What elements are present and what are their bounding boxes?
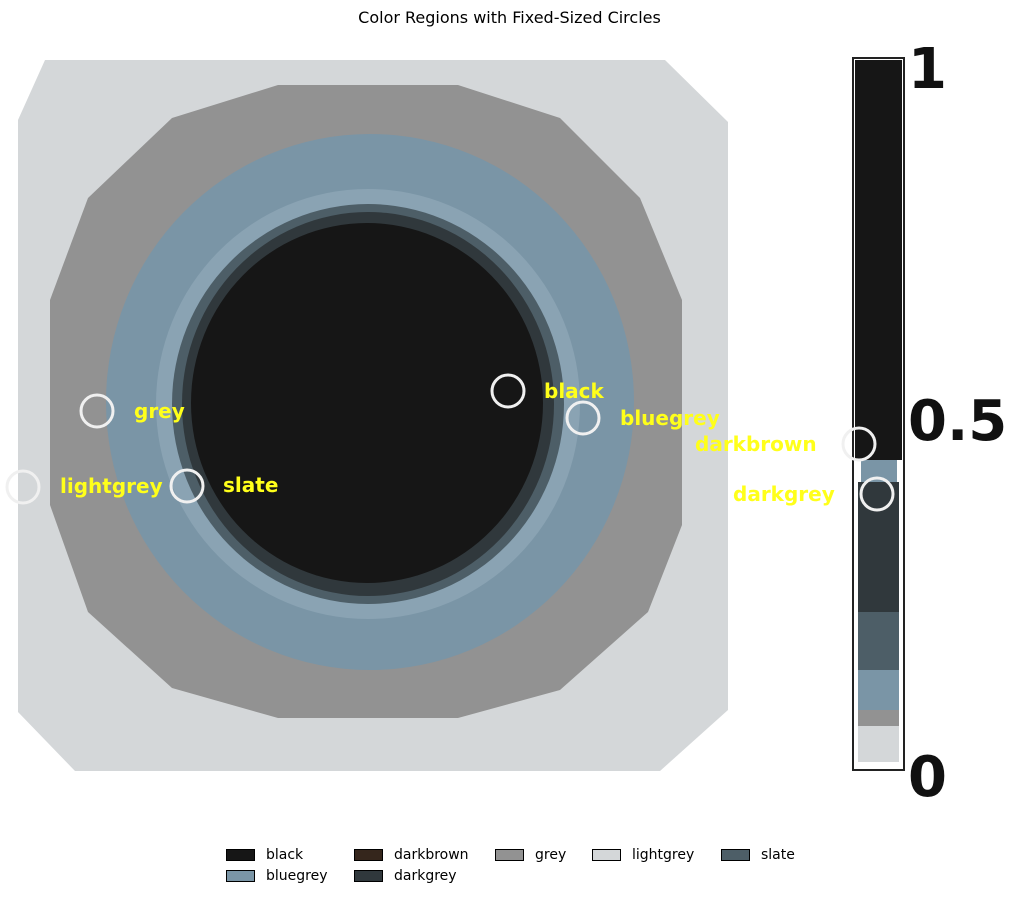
legend-label-grey: grey xyxy=(535,847,567,863)
marker-circle-black xyxy=(490,373,526,409)
marker-circle-slate xyxy=(169,468,205,504)
marker-circle-lightgrey xyxy=(5,469,41,505)
region-label-darkgrey: darkgrey xyxy=(733,482,835,506)
region-label-slate: slate xyxy=(223,473,278,497)
legend-item-grey: grey xyxy=(495,846,592,864)
scale-bar-bluegrey xyxy=(858,670,899,710)
region-label-black: black xyxy=(544,379,605,403)
scale-bar: 1 0.5 0 xyxy=(852,37,1007,810)
region-label-darkbrown: darkbrown xyxy=(695,432,817,456)
region-label-bluegrey: bluegrey xyxy=(620,406,720,430)
scale-label-middle: 0.5 xyxy=(908,389,1007,454)
region-label-lightgrey: lightgrey xyxy=(60,474,163,498)
region-black-center xyxy=(191,223,543,583)
scale-bar-grey xyxy=(858,710,899,726)
legend: black darkbrown grey lightgrey slate blu… xyxy=(226,846,811,885)
scale-bar-slate xyxy=(858,612,899,670)
segmentation-figure: 1 0.5 0 black bluegrey darkbrown darkgre… xyxy=(5,37,1007,810)
legend-label-bluegrey: bluegrey xyxy=(266,868,328,884)
legend-item-black: black xyxy=(226,846,354,864)
region-label-grey: grey xyxy=(134,399,185,423)
marker-circle-darkbrown xyxy=(841,426,877,462)
legend-item-darkgrey: darkgrey xyxy=(354,867,495,885)
marker-circle-bluegrey xyxy=(565,400,601,436)
legend-label-slate: slate xyxy=(761,847,795,863)
legend-swatch-lightgrey xyxy=(592,849,621,861)
legend-item-slate: slate xyxy=(721,846,811,864)
scale-bar-bluegrey-top xyxy=(861,460,897,482)
scale-label-bottom: 0 xyxy=(908,745,947,810)
markers xyxy=(5,373,895,512)
main-image xyxy=(18,60,728,771)
scale-bar-black xyxy=(855,60,902,460)
legend-label-darkbrown: darkbrown xyxy=(394,847,469,863)
legend-label-lightgrey: lightgrey xyxy=(632,847,695,863)
marker-circle-darkgrey xyxy=(859,476,895,512)
legend-label-black: black xyxy=(266,847,304,863)
legend-swatch-black xyxy=(226,849,255,861)
legend-swatch-darkgrey xyxy=(354,870,383,882)
legend-swatch-grey xyxy=(495,849,524,861)
legend-swatch-slate xyxy=(721,849,750,861)
legend-item-darkbrown: darkbrown xyxy=(354,846,495,864)
scale-bar-lightgrey xyxy=(858,726,899,762)
legend-item-bluegrey: bluegrey xyxy=(226,867,354,885)
legend-label-darkgrey: darkgrey xyxy=(394,868,457,884)
scale-label-top: 1 xyxy=(908,37,947,102)
legend-swatch-bluegrey xyxy=(226,870,255,882)
figure-title: Color Regions with Fixed-Sized Circles xyxy=(358,8,661,27)
legend-item-lightgrey: lightgrey xyxy=(592,846,721,864)
marker-circle-grey xyxy=(79,393,115,429)
legend-swatch-darkbrown xyxy=(354,849,383,861)
